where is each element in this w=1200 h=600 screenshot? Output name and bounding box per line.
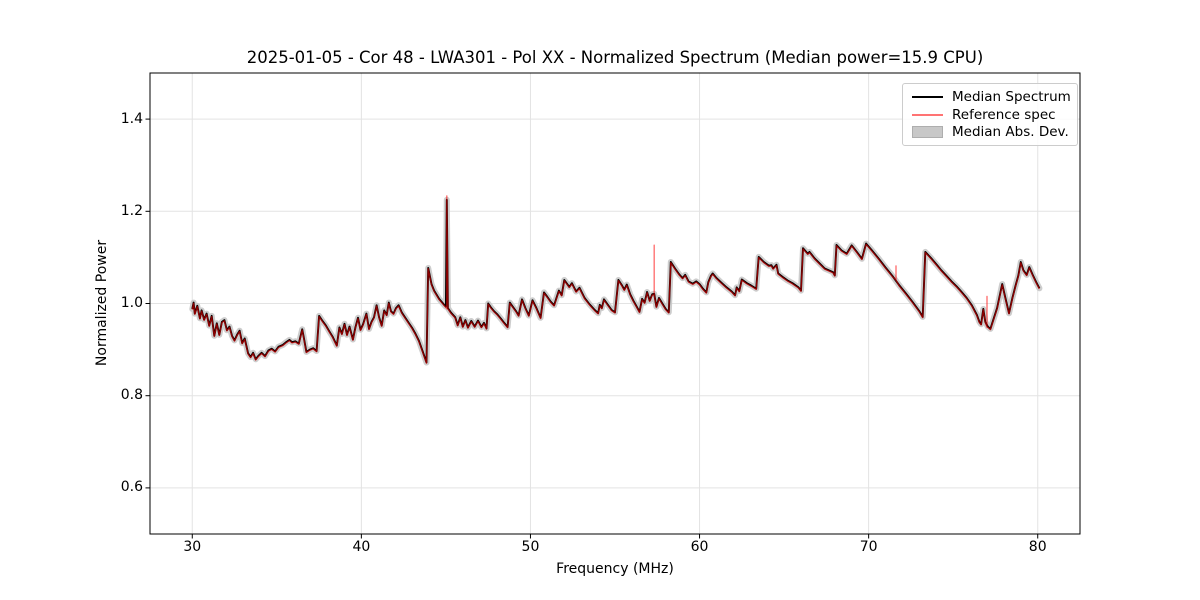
legend-item-median-spectrum: Median Spectrum [912,88,1077,106]
y-tick-label-1.4: 1.4 [120,110,143,127]
x-tick-label-50: 50 [521,539,540,555]
y-tick-label-1.0: 1.0 [120,295,143,311]
legend-label-median-abs-dev: Median Abs. Dev. [952,124,1069,141]
x-tick-label-40: 40 [352,539,371,555]
legend-item-median-abs-dev: Median Abs. Dev. [912,123,1077,141]
chart-title: 2025-01-05 - Cor 48 - LWA301 - Pol XX - … [246,48,984,67]
y-tick-label-0.8: 0.8 [120,387,143,404]
legend-item-reference-spec: Reference spec [912,106,1077,124]
legend-label-median-spectrum: Median Spectrum [952,88,1071,105]
x-tick-label-30: 30 [183,539,202,555]
median-abs-dev-patch-swatch [912,126,943,139]
median-abs-dev-band [189,196,1043,366]
y-tick-label-0.6: 0.6 [120,479,143,496]
legend: Median Spectrum Reference spec Median Ab… [902,83,1078,146]
x-tick-label-80: 80 [1028,539,1047,555]
reference-spec-line [191,195,1041,364]
x-tick-label-70: 70 [859,539,878,555]
x-tick-label-60: 60 [690,539,709,555]
legend-label-reference-spec: Reference spec [952,106,1056,123]
median-spectrum-line-swatch [912,95,943,98]
y-tick-label-1.2: 1.2 [120,202,143,219]
x-axis-label: Frequency (MHz) [556,561,674,577]
reference-spec-line-swatch [912,113,943,116]
